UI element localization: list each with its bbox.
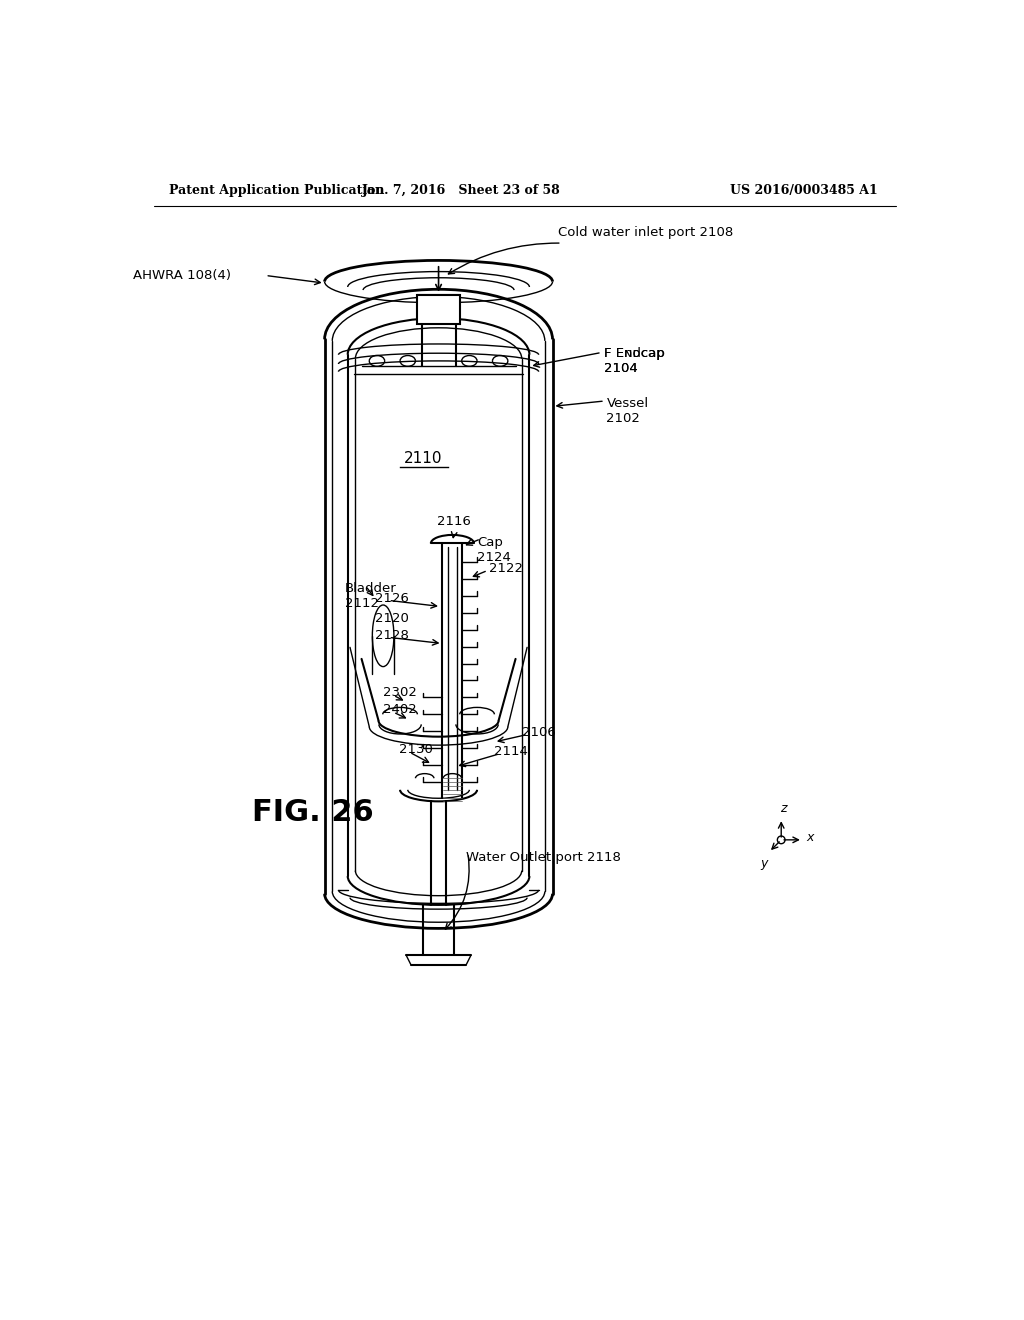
- Text: Cap
2124: Cap 2124: [477, 536, 511, 564]
- Text: FIG. 26: FIG. 26: [252, 799, 374, 828]
- Bar: [417, 294, 460, 323]
- Text: 2110: 2110: [403, 451, 442, 466]
- Text: F Endcap
2104: F Endcap 2104: [604, 347, 666, 375]
- Text: 2302: 2302: [383, 686, 417, 700]
- Text: 2126: 2126: [376, 593, 410, 606]
- Text: Cold water inlet port 2108: Cold water inlet port 2108: [558, 226, 733, 239]
- Text: 2120: 2120: [376, 611, 410, 624]
- Text: 2402: 2402: [383, 704, 417, 717]
- Text: 2128: 2128: [376, 630, 410, 643]
- Text: 2130: 2130: [398, 743, 432, 756]
- Text: 2122: 2122: [489, 561, 523, 574]
- Text: Patent Application Publication: Patent Application Publication: [169, 185, 385, 197]
- Text: US 2016/0003485 A1: US 2016/0003485 A1: [730, 185, 878, 197]
- Text: y: y: [760, 857, 767, 870]
- Text: x: x: [806, 832, 813, 843]
- Text: z: z: [780, 803, 786, 816]
- Text: AHWRA 108(4): AHWRA 108(4): [133, 269, 230, 282]
- Text: Bladder
2112: Bladder 2112: [345, 582, 396, 610]
- Text: 2106: 2106: [521, 726, 555, 739]
- Text: F Eɴᴅcap
2104: F Eɴᴅcap 2104: [604, 347, 665, 375]
- Text: Water Outlet port 2118: Water Outlet port 2118: [466, 851, 621, 865]
- Text: Jan. 7, 2016   Sheet 23 of 58: Jan. 7, 2016 Sheet 23 of 58: [362, 185, 561, 197]
- Text: Vessel
2102: Vessel 2102: [606, 397, 648, 425]
- Text: 2114: 2114: [494, 744, 528, 758]
- Text: 2116: 2116: [437, 515, 471, 528]
